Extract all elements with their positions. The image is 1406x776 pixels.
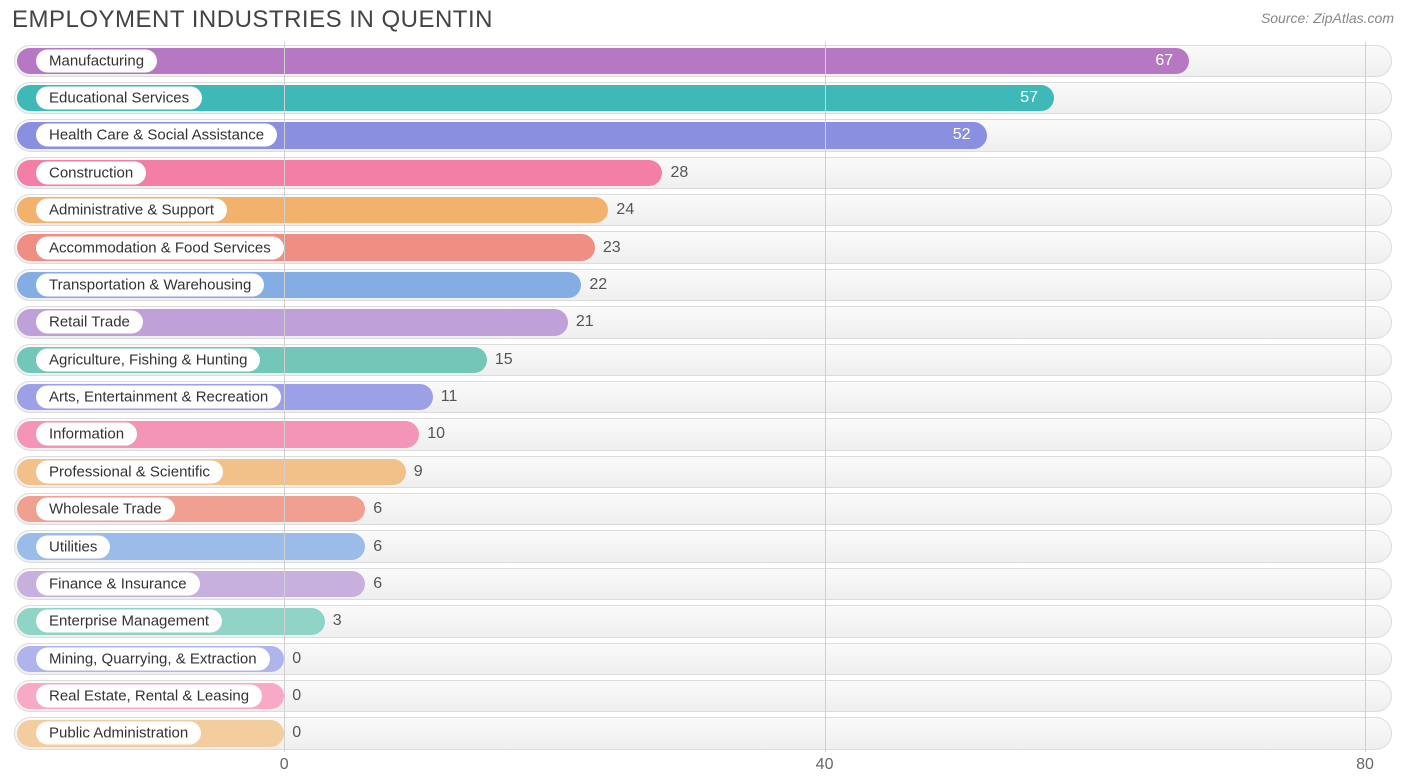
value-label: 24 (616, 201, 634, 219)
bar-row: Utilities 6 (14, 530, 1392, 562)
value-label: 9 (414, 463, 423, 481)
value-label: 15 (495, 351, 513, 369)
value-label: 0 (292, 724, 301, 742)
category-label: Mining, Quarrying, & Extraction (36, 647, 270, 670)
plot-area: Manufacturing 67 Educational Services 57 Hea… (14, 42, 1392, 752)
category-label: Utilities (36, 535, 110, 558)
bar-row: Information 10 (14, 418, 1392, 450)
category-label: Retail Trade (36, 311, 143, 334)
chart-source: Source: ZipAtlas.com (1261, 10, 1394, 26)
value-label: 0 (292, 650, 301, 668)
value-label: 28 (670, 164, 688, 182)
value-label: 6 (373, 575, 382, 593)
category-label: Wholesale Trade (36, 498, 175, 521)
bar-row: Real Estate, Rental & Leasing 0 (14, 680, 1392, 712)
category-label: Finance & Insurance (36, 572, 200, 595)
x-tick-label: 0 (280, 756, 289, 774)
bar-row: Public Administration 0 (14, 717, 1392, 749)
bar-row: Finance & Insurance 6 (14, 568, 1392, 600)
gridline (284, 42, 285, 752)
category-label: Health Care & Social Assistance (36, 124, 277, 147)
value-label: 10 (427, 425, 445, 443)
bar-row: Health Care & Social Assistance 52 (14, 119, 1392, 151)
category-label: Real Estate, Rental & Leasing (36, 685, 262, 708)
x-tick-label: 40 (816, 756, 834, 774)
category-label: Administrative & Support (36, 199, 227, 222)
value-label: 21 (576, 313, 594, 331)
category-label: Educational Services (36, 87, 202, 110)
category-label: Professional & Scientific (36, 460, 223, 483)
gridline (1365, 42, 1366, 752)
bar-row: Educational Services 57 (14, 82, 1392, 114)
bar-row: Arts, Entertainment & Recreation 11 (14, 381, 1392, 413)
category-label: Manufacturing (36, 49, 157, 72)
value-label: 52 (953, 126, 971, 144)
bar-row: Enterprise Management 3 (14, 605, 1392, 637)
category-label: Enterprise Management (36, 610, 222, 633)
x-tick-label: 80 (1356, 756, 1374, 774)
value-label: 11 (441, 388, 458, 406)
value-label: 6 (373, 538, 382, 556)
value-label: 6 (373, 500, 382, 518)
value-label: 57 (1020, 89, 1038, 107)
category-label: Information (36, 423, 137, 446)
category-label: Public Administration (36, 722, 201, 745)
category-label: Transportation & Warehousing (36, 273, 264, 296)
bar-row: Construction 28 (14, 157, 1392, 189)
bar-rows: Manufacturing 67 Educational Services 57 Hea… (14, 42, 1392, 752)
value-label: 0 (292, 687, 301, 705)
bar-row: Wholesale Trade 6 (14, 493, 1392, 525)
bar-row: Manufacturing 67 (14, 45, 1392, 77)
bar (17, 48, 1189, 74)
bar-row: Retail Trade 21 (14, 306, 1392, 338)
category-label: Construction (36, 161, 146, 184)
bar-row: Accommodation & Food Services 23 (14, 231, 1392, 263)
gridline (825, 42, 826, 752)
category-label: Arts, Entertainment & Recreation (36, 386, 281, 409)
bar-row: Mining, Quarrying, & Extraction 0 (14, 643, 1392, 675)
bar-row: Professional & Scientific 9 (14, 456, 1392, 488)
value-label: 22 (589, 276, 607, 294)
bar-row: Agriculture, Fishing & Hunting 15 (14, 344, 1392, 376)
value-label: 67 (1155, 52, 1173, 70)
value-label: 23 (603, 239, 621, 257)
chart-title: EMPLOYMENT INDUSTRIES IN QUENTIN (12, 6, 493, 34)
category-label: Agriculture, Fishing & Hunting (36, 348, 260, 371)
category-label: Accommodation & Food Services (36, 236, 284, 259)
bar-row: Transportation & Warehousing 22 (14, 269, 1392, 301)
chart-container: EMPLOYMENT INDUSTRIES IN QUENTIN Source:… (0, 0, 1406, 776)
bar-row: Administrative & Support 24 (14, 194, 1392, 226)
value-label: 3 (333, 612, 342, 630)
